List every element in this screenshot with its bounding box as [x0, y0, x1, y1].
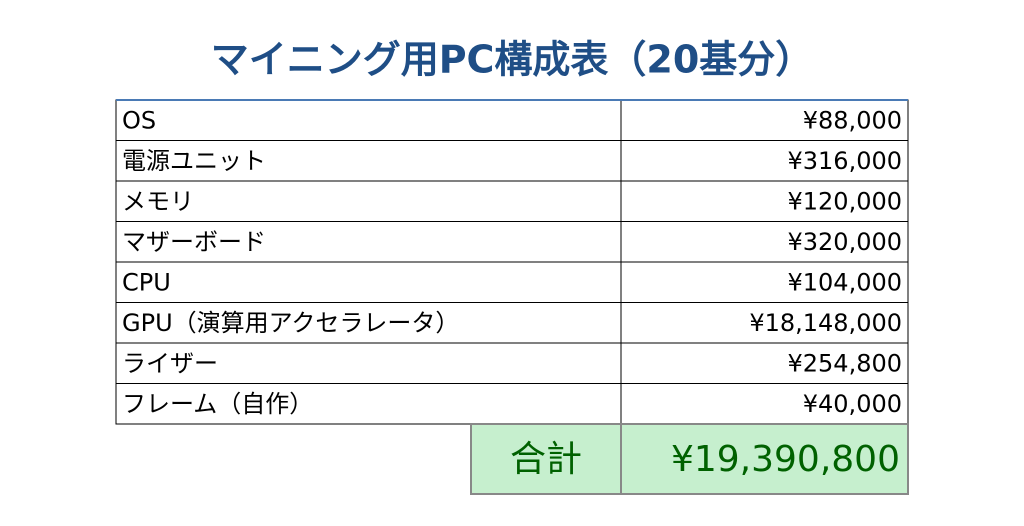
title: マイニング用PC構成表（20基分）: [211, 38, 814, 82]
item-label: 電源ユニット: [122, 147, 266, 175]
item-label: OS: [122, 106, 156, 134]
total-value-cell: [620, 423, 909, 495]
item-label: CPU: [122, 268, 171, 296]
item-label: メモリ: [122, 187, 194, 215]
table-cell: [115, 140, 622, 182]
item-price: ¥88,000: [803, 106, 902, 134]
table-cell: [115, 99, 622, 141]
total-value: ¥19,390,800: [671, 439, 900, 480]
item-price: ¥104,000: [787, 268, 902, 296]
table-cell: [620, 99, 909, 141]
total-label: 合計: [510, 439, 582, 480]
table-cell: [620, 140, 909, 182]
table-cell: [115, 180, 622, 222]
table-cell: [620, 383, 909, 425]
item-price: ¥254,800: [787, 349, 902, 377]
item-label: マザーボード: [122, 228, 266, 256]
table-cell: [620, 342, 909, 384]
table-cell: [115, 221, 622, 263]
item-price: ¥40,000: [803, 390, 902, 418]
table-cell: [620, 261, 909, 303]
item-price: ¥120,000: [787, 187, 902, 215]
table-cell: [115, 383, 622, 425]
item-price: ¥320,000: [787, 228, 902, 256]
item-label: フレーム（自作）: [122, 390, 313, 418]
item-price: ¥316,000: [787, 147, 902, 175]
table-cell: [115, 261, 622, 303]
item-label: GPU（演算用アクセラレータ）: [122, 309, 459, 337]
item-price: ¥18,148,000: [749, 309, 902, 337]
table-cell: [620, 302, 909, 344]
total-label-cell: [470, 423, 622, 495]
item-label: ライザー: [122, 349, 218, 377]
